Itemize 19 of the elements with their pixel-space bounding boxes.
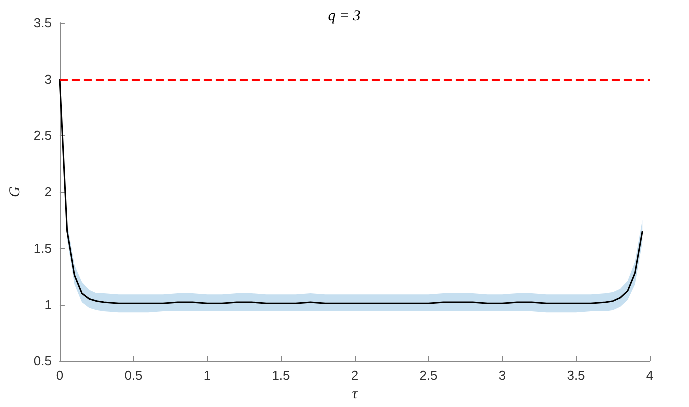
chart-title: q = 3 [328, 8, 361, 24]
y-tick-label: 3 [44, 72, 52, 87]
x-tick-label: 0.5 [124, 368, 143, 384]
y-tick-label: 1 [44, 297, 52, 312]
x-axis-title: τ [352, 386, 358, 402]
y-axis-title: G [8, 186, 24, 198]
x-tick-label: 2.5 [420, 368, 438, 384]
y-tick-label: 1.5 [34, 240, 52, 256]
x-tick-label: 1.5 [272, 368, 290, 384]
y-tick-label: 2 [44, 184, 52, 200]
x-tick-label: 0 [56, 368, 64, 384]
y-tick-label: 0.5 [34, 354, 52, 369]
x-tick-label: 2 [351, 368, 359, 384]
x-tick-label: 3.5 [567, 368, 586, 384]
y-tick-label: 3.5 [34, 16, 52, 30]
x-tick-label: 4 [646, 368, 654, 384]
x-tick-label: 3 [498, 368, 506, 384]
y-tick-label: 2.5 [34, 128, 52, 144]
x-tick-label: 1 [204, 368, 212, 384]
